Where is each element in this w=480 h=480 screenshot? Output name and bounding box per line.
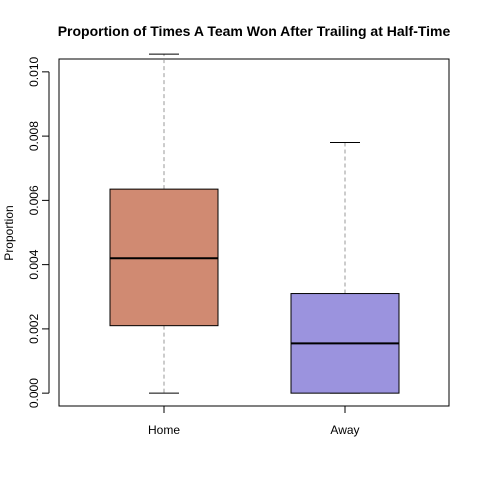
y-tick-label: 0.000 (27, 378, 41, 408)
box-away (290, 142, 400, 394)
chart-title: Proportion of Times A Team Won After Tra… (58, 23, 451, 39)
y-axis: 0.000 0.002 0.004 0.006 0.008 0.010 (27, 57, 50, 408)
y-tick-label: 0.002 (27, 314, 41, 344)
x-tick-label: Home (148, 423, 180, 437)
y-tick-label: 0.004 (27, 249, 41, 279)
boxes-layer (109, 53, 400, 394)
plot-frame (58, 58, 450, 407)
x-tick-label: Away (330, 423, 359, 437)
y-axis-label: Proportion (2, 205, 16, 260)
y-tick-label: 0.006 (27, 185, 41, 215)
y-tick-label: 0.008 (27, 121, 41, 151)
y-tick-label: 0.010 (27, 57, 41, 87)
x-axis: Home Away (148, 406, 360, 437)
box-home (109, 53, 219, 394)
